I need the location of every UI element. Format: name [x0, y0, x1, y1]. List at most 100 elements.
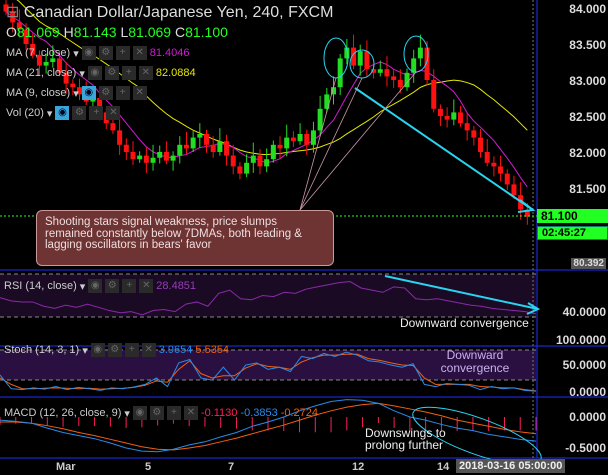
gear-icon[interactable]: ⚙	[98, 46, 113, 60]
candle	[70, 83, 76, 88]
candle	[30, 44, 36, 55]
candle	[3, 4, 9, 12]
price-tick: 81.500	[569, 182, 606, 196]
price-tick: 82.000	[569, 146, 606, 160]
candle	[244, 162, 250, 174]
candle	[270, 144, 276, 160]
candle	[110, 123, 116, 131]
candle	[284, 137, 290, 149]
stoch-axis-tick: 50.0000	[562, 358, 606, 372]
time-tick: 14	[437, 461, 450, 473]
close-icon[interactable]: ✕	[138, 66, 153, 80]
candle	[43, 62, 49, 66]
rsi-annotation: Downward convergence	[400, 316, 529, 330]
candle	[457, 112, 463, 124]
candle	[190, 137, 196, 149]
eye-icon[interactable]: ◉	[55, 106, 70, 120]
candle	[170, 155, 176, 161]
candle	[344, 47, 350, 59]
bar-countdown: 02:45:27	[537, 226, 608, 240]
collapse-icon[interactable]: ⊟	[6, 4, 20, 21]
candle	[277, 144, 283, 149]
macd-line	[0, 399, 537, 453]
candle	[36, 54, 42, 66]
eye-icon[interactable]: ◉	[132, 406, 147, 420]
trend-arrowhead	[517, 199, 536, 213]
candle	[351, 47, 357, 66]
close-icon[interactable]: ✕	[106, 106, 121, 120]
candle	[304, 134, 310, 145]
candle	[123, 144, 129, 152]
candle	[478, 137, 484, 152]
rsi-trend-arrow	[384, 275, 539, 310]
plus-icon[interactable]: +	[122, 279, 137, 293]
macd-legend[interactable]: MACD (12, 26, close, 9) ▾ ◉ ⚙ + ✕ -0.1130 -0…	[4, 406, 319, 420]
eye-icon[interactable]: ◉	[90, 343, 105, 357]
candle	[197, 134, 203, 138]
eye-icon[interactable]: ◉	[88, 279, 103, 293]
gear-icon[interactable]: ⚙	[149, 406, 164, 420]
close-icon[interactable]: ✕	[132, 46, 147, 60]
rsi-axis-tick: 40.0000	[562, 305, 606, 319]
rsi-arrowhead	[526, 302, 541, 315]
candle	[324, 94, 330, 109]
candle	[177, 144, 183, 156]
gear-icon[interactable]: ⚙	[105, 279, 120, 293]
gear-icon[interactable]: ⚙	[98, 86, 113, 100]
eye-icon[interactable]: ◉	[87, 66, 102, 80]
candle	[364, 51, 370, 70]
close-icon[interactable]: ✕	[139, 279, 154, 293]
candle	[56, 58, 62, 73]
candle	[210, 144, 216, 152]
plus-icon[interactable]: +	[115, 86, 130, 100]
candle	[163, 152, 169, 161]
candle	[237, 166, 243, 174]
candle	[330, 87, 336, 95]
plus-icon[interactable]: +	[124, 343, 139, 357]
candle	[157, 152, 163, 158]
plus-icon[interactable]: +	[166, 406, 181, 420]
last-price-badge: 81.100	[537, 209, 608, 223]
close-icon[interactable]: ✕	[183, 406, 198, 420]
rsi-legend[interactable]: RSI (14, close) ▾ ◉ ⚙ + ✕ 28.4851	[4, 279, 197, 293]
plus-icon[interactable]: +	[89, 106, 104, 120]
candle	[437, 108, 443, 116]
stoch-legend[interactable]: Stoch (14, 3, 1) ▾ ◉ ⚙ + ✕ 3.9654 5.5354	[4, 343, 230, 357]
gear-icon[interactable]: ⚙	[104, 66, 119, 80]
candle	[397, 80, 403, 88]
price-tick: 83.000	[569, 74, 606, 88]
close-icon[interactable]: ✕	[141, 343, 156, 357]
candle	[97, 98, 103, 113]
candle	[290, 137, 296, 142]
indicator-volume[interactable]: Vol (20) ▾ ◉ ⚙ + ✕	[6, 106, 121, 120]
indicator-ma21[interactable]: MA (21, close) ▾ ◉ ⚙ + ✕ 82.0884	[6, 66, 196, 80]
candle	[464, 123, 470, 131]
indicator-ma7[interactable]: MA (7, close) ▾ ◉ ⚙ + ✕ 81.4046	[6, 46, 190, 60]
candle	[484, 152, 490, 163]
gear-icon[interactable]: ⚙	[72, 106, 87, 120]
time-tick: Mar	[56, 461, 76, 473]
plus-icon[interactable]: +	[121, 66, 136, 80]
macd-axis-tick: 0.0000	[569, 410, 606, 424]
candle	[224, 141, 230, 156]
candle	[50, 58, 56, 62]
time-tick: 7	[228, 461, 235, 473]
analysis-callout: Shooting stars signal weakness, price sl…	[36, 210, 334, 266]
gear-icon[interactable]: ⚙	[107, 343, 122, 357]
indicator-ma9[interactable]: MA (9, close) ▾ ◉ ⚙ + ✕	[6, 86, 147, 100]
callout-pointer	[299, 77, 363, 211]
candle	[16, 22, 22, 30]
close-icon[interactable]: ✕	[132, 86, 147, 100]
chart-title: ⊟ Canadian Dollar/Japanese Yen, 240, FXC…	[6, 4, 334, 21]
price-tick: 83.500	[569, 38, 606, 52]
macd-axis-tick: -0.5000	[565, 441, 606, 455]
candle	[63, 72, 69, 84]
eye-icon[interactable]: ◉	[81, 86, 96, 100]
eye-icon[interactable]: ◉	[81, 46, 96, 60]
stoch-k-line	[0, 351, 537, 392]
plus-icon[interactable]: +	[115, 46, 130, 60]
rsi-line	[0, 281, 537, 316]
candle	[310, 130, 316, 145]
candle	[250, 155, 256, 163]
